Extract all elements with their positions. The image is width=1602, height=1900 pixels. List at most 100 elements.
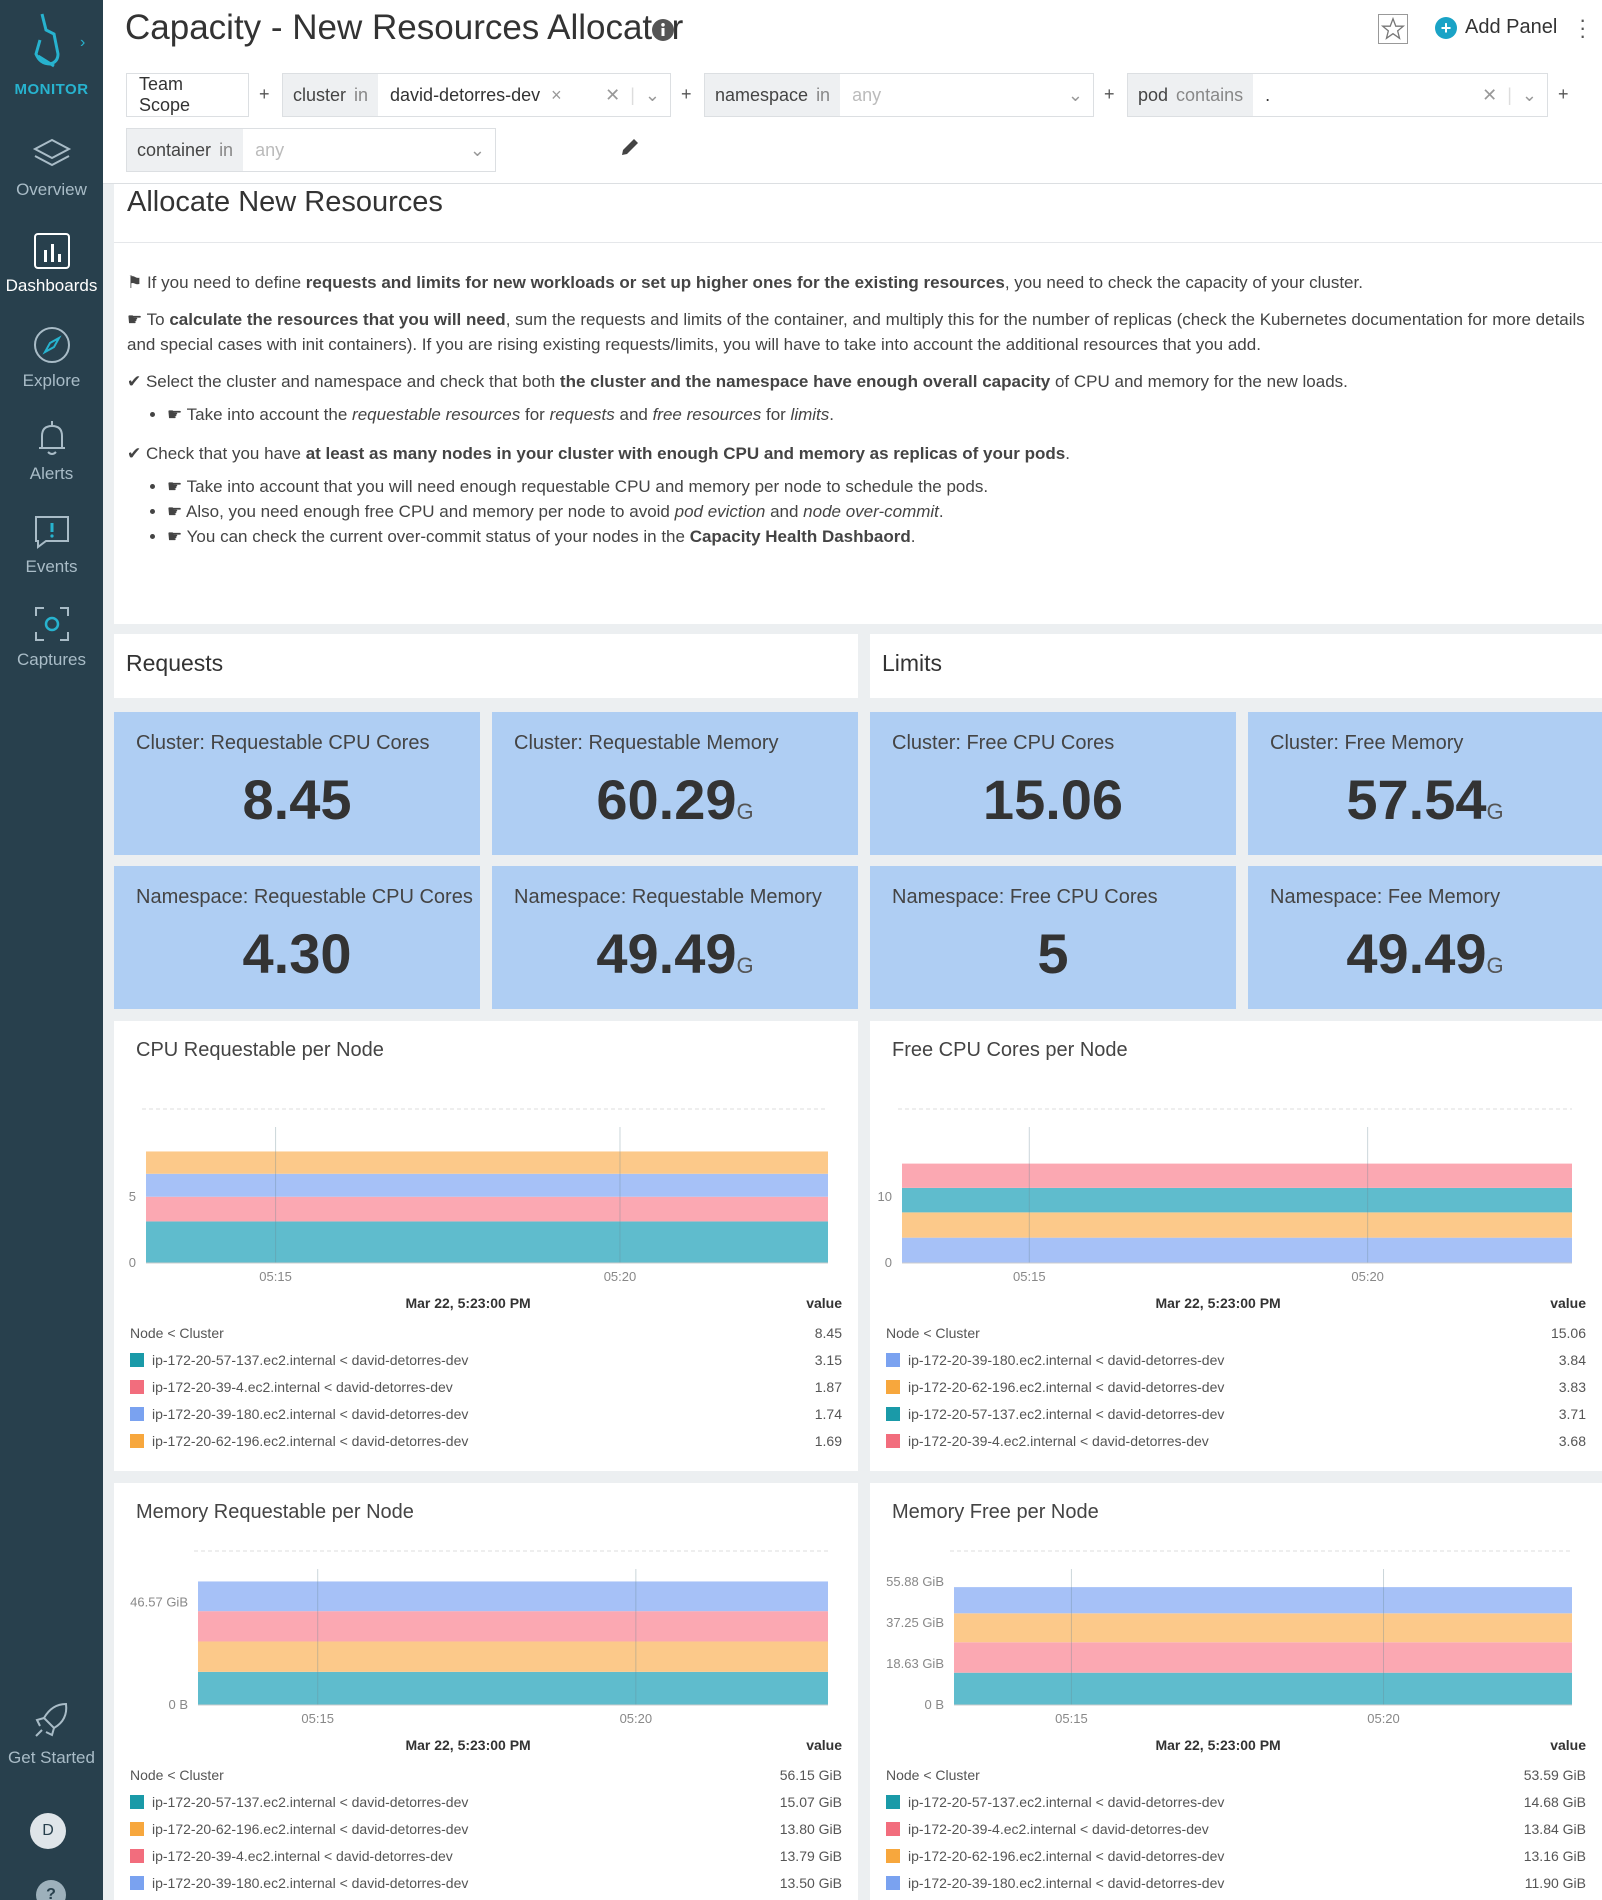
cluster-filter[interactable]: cluster in david-detorres-dev × ✕ | ⌄ [282, 73, 671, 117]
chart-panel[interactable]: Memory Free per Node 05:15 05:20 55.88 GiB 3… [870, 1483, 1602, 1900]
sidebar-item-alerts[interactable]: Alerts [0, 418, 103, 484]
legend-item[interactable]: ip-172-20-39-4.ec2.internal < david-deto… [886, 1815, 1586, 1842]
area-chart-svg[interactable]: 05:15 05:20 5 0 [114, 1021, 858, 1301]
sidebar-item-events[interactable]: Events [0, 511, 103, 577]
clear-icon[interactable]: ✕ [1482, 84, 1498, 105]
number-panel[interactable]: Namespace: Fee Memory 49.49G [1248, 866, 1602, 1009]
area-band[interactable] [902, 1163, 1572, 1188]
area-band[interactable] [146, 1151, 828, 1174]
expand-chevron-icon[interactable]: › [80, 34, 86, 51]
area-band[interactable] [902, 1212, 1572, 1238]
legend-item[interactable]: ip-172-20-57-137.ec2.internal < david-de… [130, 1346, 842, 1373]
area-chart-svg[interactable]: 05:15 05:20 46.57 GiB 0 B [114, 1483, 858, 1763]
help-icon[interactable]: ? [36, 1880, 66, 1900]
legend-label: ip-172-20-39-180.ec2.internal < david-de… [908, 1351, 1225, 1368]
remove-value-icon[interactable]: × [551, 84, 562, 105]
cluster-filter-value[interactable]: david-detorres-dev × [390, 84, 562, 105]
container-filter-value[interactable]: any [255, 139, 285, 160]
legend-item[interactable]: ip-172-20-62-196.ec2.internal < david-de… [130, 1427, 842, 1454]
area-band[interactable] [198, 1671, 828, 1705]
legend-item[interactable]: ip-172-20-57-137.ec2.internal < david-de… [886, 1400, 1586, 1427]
add-filter-plus[interactable]: + [681, 84, 692, 104]
legend-item[interactable]: ip-172-20-62-196.ec2.internal < david-de… [886, 1842, 1586, 1869]
number-panel[interactable]: Cluster: Requestable Memory 60.29G [492, 712, 858, 855]
legend-swatch [130, 1848, 144, 1863]
number-panel[interactable]: Namespace: Requestable Memory 49.49G [492, 866, 858, 1009]
compass-icon [33, 327, 70, 363]
legend-item[interactable]: ip-172-20-62-196.ec2.internal < david-de… [886, 1373, 1586, 1400]
chevron-down-icon[interactable]: ⌄ [1067, 84, 1083, 105]
add-filter-plus[interactable]: + [1104, 84, 1115, 104]
add-filter-plus[interactable]: + [1558, 84, 1569, 104]
area-band[interactable] [954, 1587, 1572, 1614]
chevron-down-icon[interactable]: ⌄ [644, 84, 660, 105]
legend-item[interactable]: ip-172-20-39-180.ec2.internal < david-de… [886, 1869, 1586, 1896]
legend-item[interactable]: ip-172-20-39-4.ec2.internal < david-deto… [130, 1373, 842, 1400]
area-band[interactable] [902, 1237, 1572, 1263]
more-options-icon[interactable]: · · · [1579, 7, 1587, 48]
area-band[interactable] [146, 1221, 828, 1263]
namespace-filter-value[interactable]: any [852, 84, 882, 105]
number-panel[interactable]: Namespace: Free CPU Cores 5 [870, 866, 1236, 1009]
area-chart-svg[interactable]: 05:15 05:20 55.88 GiB 37.25 GiB 18.63 GiB 0 B [870, 1483, 1602, 1763]
team-scope-filter[interactable]: Team Scope [126, 73, 249, 117]
sidebar-item-captures[interactable]: Captures [0, 604, 103, 670]
area-band[interactable] [954, 1672, 1572, 1705]
number-panel[interactable]: Cluster: Requestable CPU Cores 8.45 [114, 712, 480, 855]
number-panel[interactable]: Namespace: Requestable CPU Cores 4.30 [114, 866, 480, 1009]
legend-value: 13.84 GiB [1523, 1820, 1586, 1837]
info-icon[interactable] [651, 18, 675, 42]
pod-filter-value[interactable]: . [1265, 84, 1271, 105]
chevron-down-icon[interactable]: ⌄ [469, 139, 485, 160]
legend-value: 13.79 GiB [779, 1847, 842, 1864]
favorite-star-icon[interactable] [1378, 14, 1408, 44]
container-filter[interactable]: container in any ⌄ [126, 128, 496, 172]
legend-item[interactable]: ip-172-20-57-137.ec2.internal < david-de… [130, 1788, 842, 1815]
area-band[interactable] [198, 1641, 828, 1672]
sidebar-item-overview[interactable]: Overview [0, 136, 103, 200]
chart-panel[interactable]: Free CPU Cores per Node 05:15 05:20 10 0 Mar … [870, 1021, 1602, 1471]
chart-panel[interactable]: Memory Requestable per Node 05:15 05:20 46.… [114, 1483, 858, 1900]
area-band[interactable] [146, 1173, 828, 1197]
clear-icon[interactable]: ✕ [605, 84, 621, 105]
edit-pencil-icon[interactable] [618, 135, 642, 159]
legend-item[interactable]: ip-172-20-39-180.ec2.internal < david-de… [886, 1346, 1586, 1373]
x-tick-label: 05:15 [1055, 1711, 1088, 1726]
layers-icon [32, 138, 71, 167]
legend-item[interactable]: ip-172-20-39-4.ec2.internal < david-deto… [886, 1427, 1586, 1454]
legend-item[interactable]: ip-172-20-39-180.ec2.internal < david-de… [130, 1869, 842, 1896]
legend-group-row: Node < Cluster 56.15 GiB [130, 1766, 842, 1783]
monitor-logo[interactable]: MONITOR [0, 10, 103, 98]
area-band[interactable] [146, 1196, 828, 1222]
area-band[interactable] [198, 1581, 828, 1612]
number-panel[interactable]: Cluster: Free CPU Cores 15.06 [870, 712, 1236, 855]
x-tick-label: 05:20 [604, 1269, 637, 1284]
area-band[interactable] [198, 1611, 828, 1642]
number-panel[interactable]: Cluster: Free Memory 57.54G [1248, 712, 1602, 855]
legend-item[interactable]: ip-172-20-39-4.ec2.internal < david-deto… [130, 1842, 842, 1869]
namespace-filter[interactable]: namespace in any ⌄ [704, 73, 1094, 117]
area-band[interactable] [954, 1642, 1572, 1673]
add-panel-button[interactable]: + Add Panel [1435, 16, 1557, 39]
sidebar-item-explore[interactable]: Explore [0, 325, 103, 391]
add-filter-plus[interactable]: + [259, 84, 270, 104]
sidebar-item-get-started[interactable]: Get Started [0, 1700, 103, 1768]
user-avatar[interactable]: D [30, 1813, 66, 1849]
chart-panel[interactable]: CPU Requestable per Node 05:15 05:20 5 0 Mar … [114, 1021, 858, 1471]
legend-group-row: Node < Cluster 53.59 GiB [886, 1766, 1586, 1783]
legend-item[interactable]: ip-172-20-62-196.ec2.internal < david-de… [130, 1815, 842, 1842]
y-tick-label: 18.63 GiB [886, 1656, 944, 1671]
legend-group-row: Node < Cluster 8.45 [130, 1324, 842, 1341]
legend-item[interactable]: ip-172-20-39-180.ec2.internal < david-de… [130, 1400, 842, 1427]
sidebar-item-dashboards[interactable]: Dashboards [0, 232, 103, 296]
bell-icon [38, 421, 65, 455]
legend-value: 11.90 GiB [1524, 1874, 1586, 1891]
area-band[interactable] [902, 1187, 1572, 1213]
pod-filter[interactable]: pod contains . ✕ | ⌄ [1127, 73, 1548, 117]
area-chart-svg[interactable]: 05:15 05:20 10 0 [870, 1021, 1602, 1301]
legend-item[interactable]: ip-172-20-57-137.ec2.internal < david-de… [886, 1788, 1586, 1815]
area-band[interactable] [954, 1613, 1572, 1643]
legend-swatch [886, 1794, 900, 1809]
legend-label: ip-172-20-57-137.ec2.internal < david-de… [908, 1793, 1225, 1810]
chevron-down-icon[interactable]: ⌄ [1521, 84, 1537, 105]
